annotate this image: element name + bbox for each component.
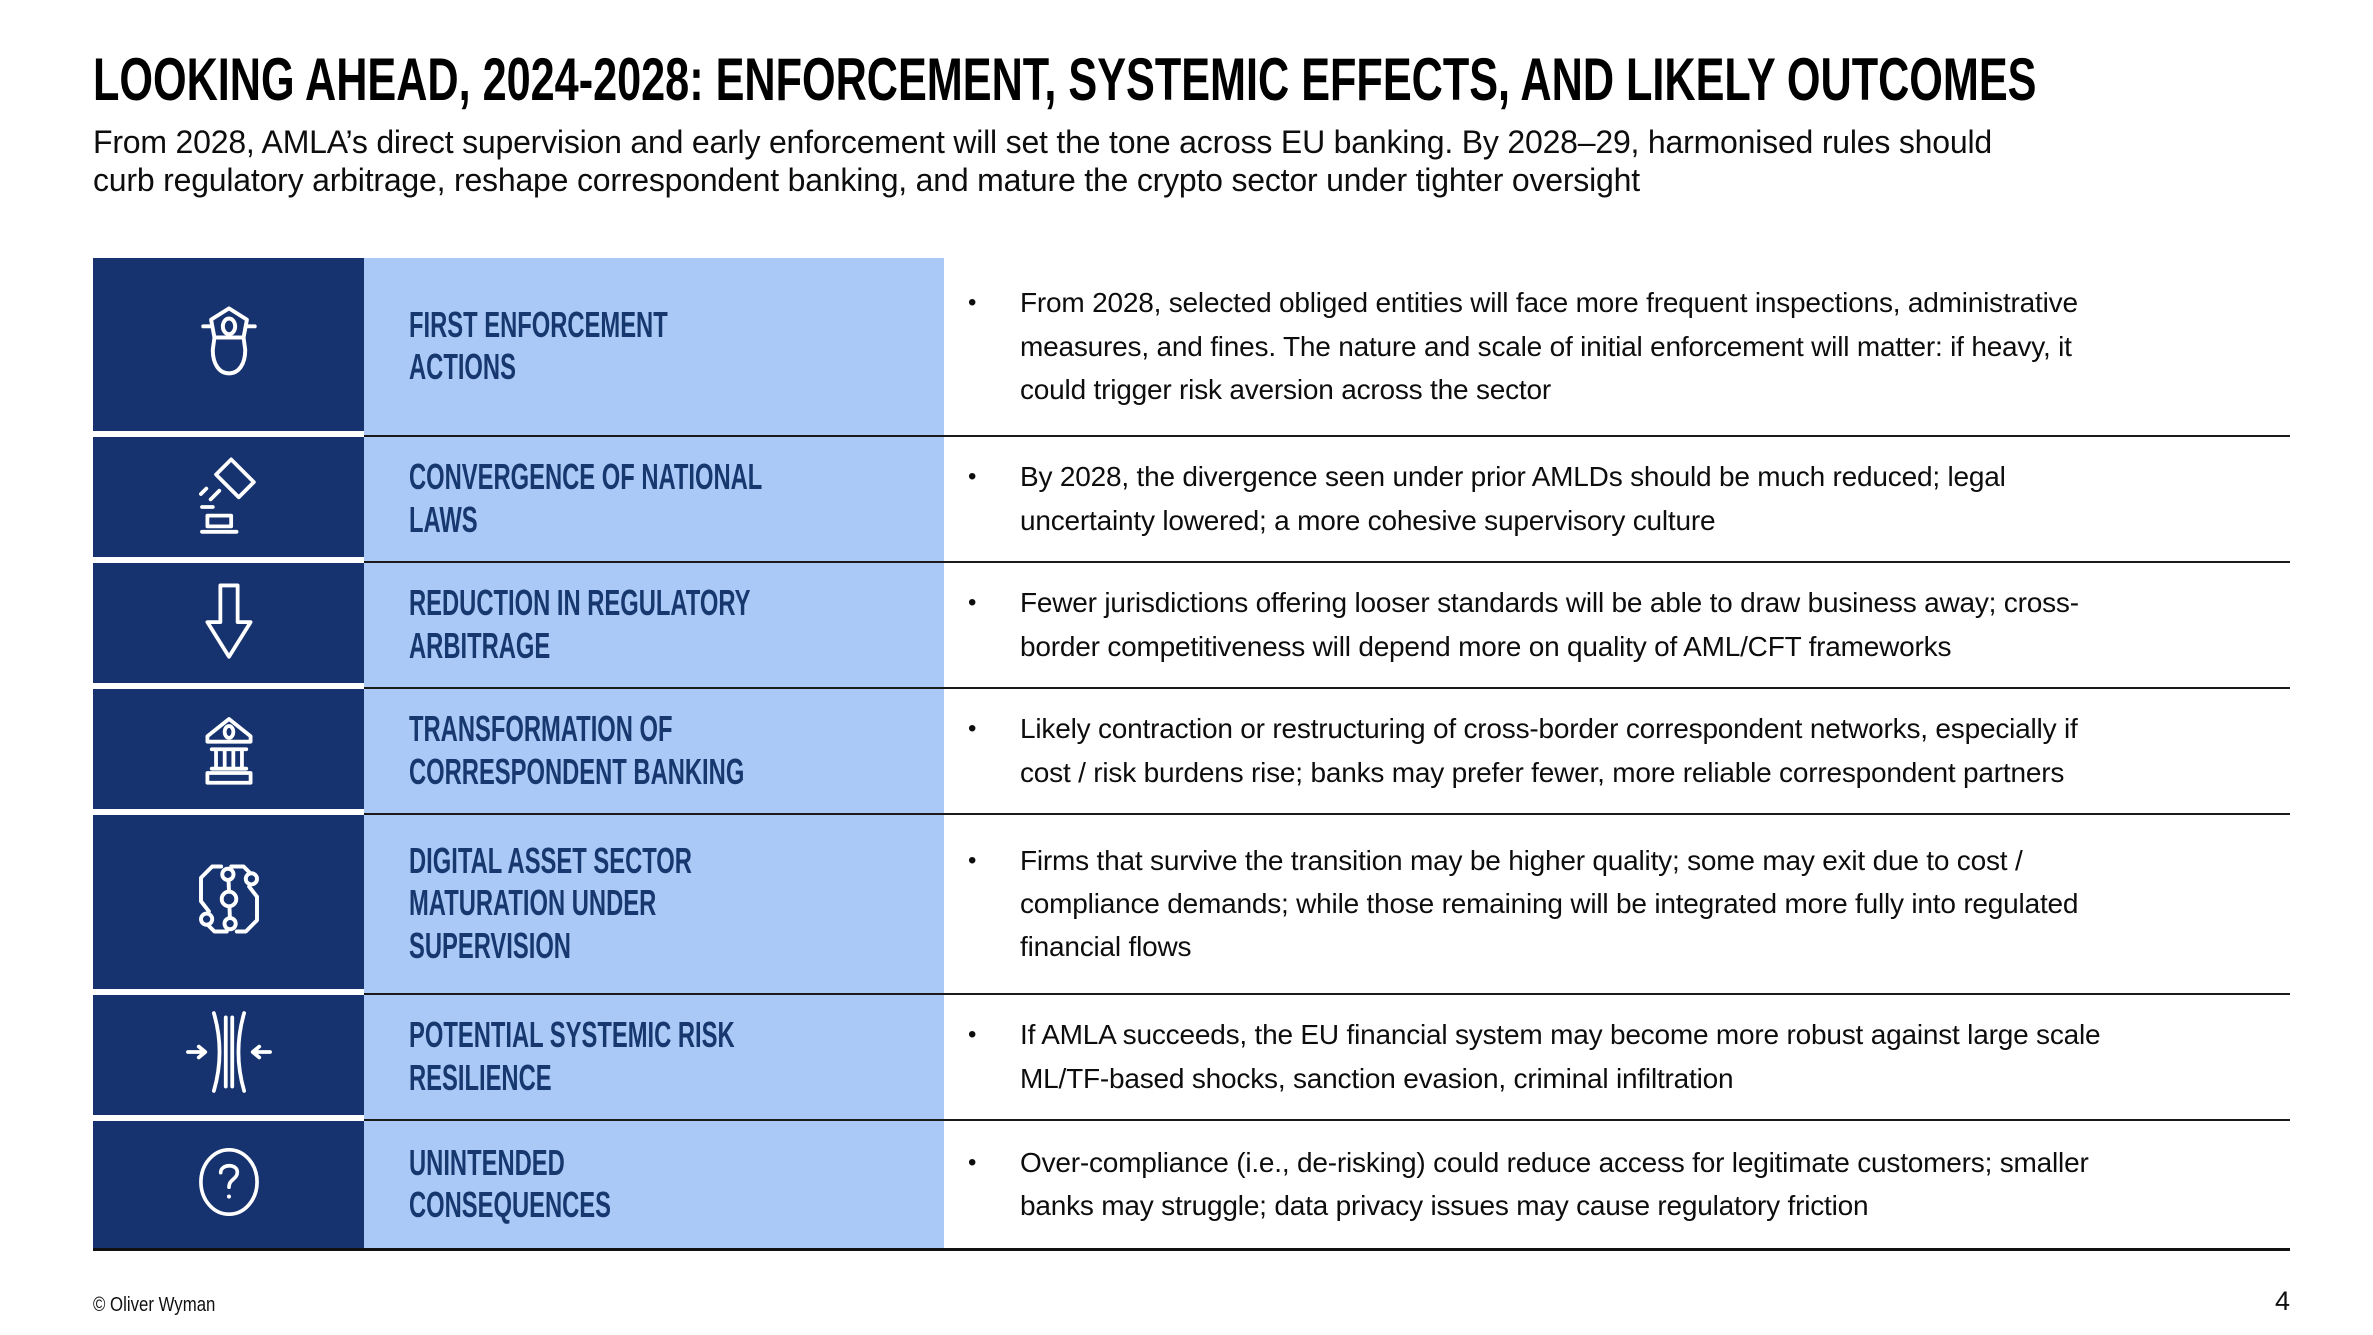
page-title-text: LOOKING AHEAD, 2024-2028: ENFORCEMENT, S…	[93, 46, 2037, 113]
bullet-text: Firms that survive the transition may be…	[1020, 844, 2079, 963]
row-content: FIRST ENFORCEMENT ACTIONS • From 2028, s…	[364, 257, 2290, 437]
bullet-item: • Over-compliance (i.e., de-risking) cou…	[968, 1141, 2089, 1227]
police-cap-icon	[173, 286, 285, 403]
icon-box	[93, 436, 364, 557]
bullet-text: Likely contraction or restructuring of c…	[1020, 713, 2078, 788]
outcomes-table: FIRST ENFORCEMENT ACTIONS • From 2028, s…	[93, 257, 2290, 1251]
row-text: • From 2028, selected obliged entities w…	[944, 257, 2290, 435]
label-box: FIRST ENFORCEMENT ACTIONS	[364, 257, 944, 435]
row-content: CONVERGENCE OF NATIONAL LAWS • By 2028, …	[364, 436, 2290, 563]
bullet-marker: •	[968, 289, 977, 317]
row-label: UNINTENDED CONSEQUENCES	[409, 1141, 612, 1226]
row-label: REDUCTION IN REGULATORY ARBITRAGE	[409, 582, 751, 666]
table-row: REDUCTION IN REGULATORY ARBITRAGE • Fewe…	[93, 562, 2290, 689]
row-text: • Fewer jurisdictions offering looser st…	[944, 562, 2290, 687]
bullet-item: • Firms that survive the transition may …	[968, 839, 2078, 968]
row-label: DIGITAL ASSET SECTOR MATURATION UNDER SU…	[409, 839, 692, 966]
bullet-marker: •	[968, 846, 977, 874]
icon-box	[93, 688, 364, 809]
question-mark-icon	[177, 1130, 281, 1239]
row-label: POTENTIAL SYSTEMIC RISK RESILIENCE	[409, 1014, 735, 1098]
table-row: UNINTENDED CONSEQUENCES • Over-complianc…	[93, 1120, 2290, 1248]
bullet-text: Over-compliance (i.e., de-risking) could…	[1020, 1146, 2089, 1222]
row-text: • Firms that survive the transition may …	[944, 814, 2290, 993]
row-text: • Likely contraction or restructuring of…	[944, 688, 2290, 813]
page-title: LOOKING AHEAD, 2024-2028: ENFORCEMENT, S…	[93, 46, 2290, 113]
icon-box	[93, 814, 364, 989]
copyright-text: © Oliver Wyman	[93, 1294, 216, 1316]
row-content: DIGITAL ASSET SECTOR MATURATION UNDER SU…	[364, 814, 2290, 995]
subtitle: From 2028, AMLA’s direct supervision and…	[93, 123, 1992, 199]
table-row: POTENTIAL SYSTEMIC RISK RESILIENCE • If …	[93, 994, 2290, 1121]
label-box: POTENTIAL SYSTEMIC RISK RESILIENCE	[364, 994, 944, 1119]
label-box: TRANSFORMATION OF CORRESPONDENT BANKING	[364, 688, 944, 813]
gavel-icon	[175, 440, 283, 553]
row-content: TRANSFORMATION OF CORRESPONDENT BANKING …	[364, 688, 2290, 815]
bullet-item: • If AMLA succeeds, the EU financial sys…	[968, 1013, 2101, 1099]
bullet-item: • Likely contraction or restructuring of…	[968, 707, 2078, 793]
label-box: CONVERGENCE OF NATIONAL LAWS	[364, 436, 944, 561]
icon-box	[93, 257, 364, 431]
bullet-marker: •	[968, 589, 977, 617]
bullet-item: • By 2028, the divergence seen under pri…	[968, 455, 2006, 541]
bullet-text: By 2028, the divergence seen under prior…	[1020, 461, 2006, 536]
row-content: REDUCTION IN REGULATORY ARBITRAGE • Fewe…	[364, 562, 2290, 689]
label-box: UNINTENDED CONSEQUENCES	[364, 1120, 944, 1248]
row-content: UNINTENDED CONSEQUENCES • Over-complianc…	[364, 1120, 2290, 1248]
icon-box	[93, 562, 364, 683]
row-content: POTENTIAL SYSTEMIC RISK RESILIENCE • If …	[364, 994, 2290, 1121]
down-arrow-icon	[175, 566, 283, 679]
icon-box	[93, 1120, 364, 1248]
label-box: DIGITAL ASSET SECTOR MATURATION UNDER SU…	[364, 814, 944, 993]
bullet-marker: •	[968, 715, 977, 743]
row-label: FIRST ENFORCEMENT ACTIONS	[409, 303, 668, 388]
bullet-text: If AMLA succeeds, the EU financial syste…	[1020, 1019, 2101, 1094]
table-row: TRANSFORMATION OF CORRESPONDENT BANKING …	[93, 688, 2290, 815]
compression-arrows-icon	[175, 998, 283, 1111]
bullet-marker: •	[968, 1021, 977, 1049]
table-row: FIRST ENFORCEMENT ACTIONS • From 2028, s…	[93, 257, 2290, 437]
table-row: CONVERGENCE OF NATIONAL LAWS • By 2028, …	[93, 436, 2290, 563]
table-row: DIGITAL ASSET SECTOR MATURATION UNDER SU…	[93, 814, 2290, 995]
row-label: CONVERGENCE OF NATIONAL LAWS	[409, 456, 762, 540]
bullet-text: From 2028, selected obliged entities wil…	[1020, 287, 2078, 405]
row-text: • Over-compliance (i.e., de-risking) cou…	[944, 1120, 2290, 1248]
row-label: TRANSFORMATION OF CORRESPONDENT BANKING	[409, 708, 745, 792]
footer: © Oliver Wyman 4	[93, 1286, 2290, 1317]
bullet-text: Fewer jurisdictions offering looser stan…	[1020, 587, 2079, 662]
bullet-marker: •	[968, 1148, 977, 1176]
row-text: • If AMLA succeeds, the EU financial sys…	[944, 994, 2290, 1119]
row-text: • By 2028, the divergence seen under pri…	[944, 436, 2290, 561]
icon-box	[93, 994, 364, 1115]
bullet-marker: •	[968, 463, 977, 491]
label-box: REDUCTION IN REGULATORY ARBITRAGE	[364, 562, 944, 687]
page-number: 4	[2274, 1286, 2290, 1316]
bullet-item: • Fewer jurisdictions offering looser st…	[968, 581, 2079, 667]
bullet-item: • From 2028, selected obliged entities w…	[968, 281, 2078, 410]
bank-icon	[175, 692, 283, 805]
circuit-icon	[173, 843, 285, 960]
